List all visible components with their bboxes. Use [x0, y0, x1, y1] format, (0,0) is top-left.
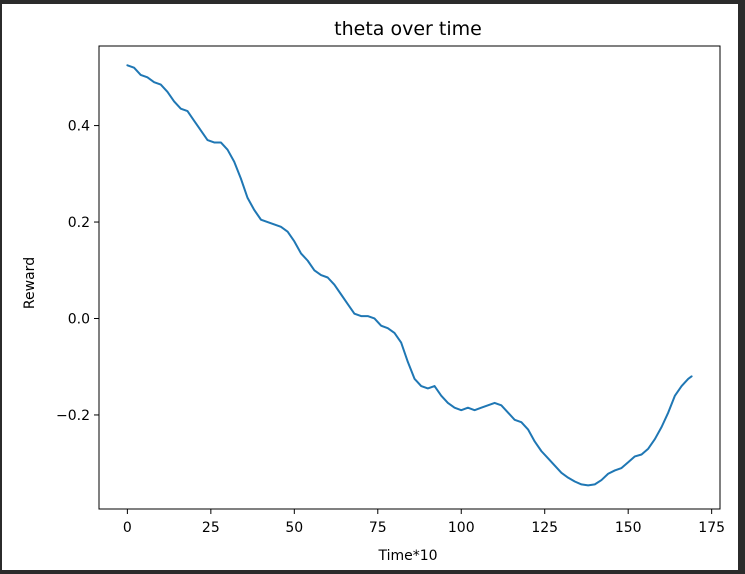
plot-frame: [98, 45, 721, 510]
plot-area: [98, 45, 721, 510]
figure: theta over time 0 25 50 75 100 125 150 175 −0.2…: [2, 4, 738, 570]
chart-title: theta over time: [334, 18, 482, 40]
line-chart: theta over time 0 25 50 75 100 125 150 175 −0.2…: [22, 18, 725, 564]
y-tick-label: 0.0: [68, 311, 90, 327]
y-axis: −0.2 0.0 0.2 0.4: [56, 119, 99, 424]
y-tick-label: 0.4: [68, 119, 90, 135]
y-tick-label: 0.2: [68, 215, 90, 231]
x-tick-label: 25: [202, 520, 220, 536]
x-tick-label: 100: [448, 520, 475, 536]
x-tick-label: 125: [531, 520, 558, 536]
y-tick-label: −0.2: [56, 408, 90, 424]
x-tick-label: 0: [123, 520, 132, 536]
x-axis: 0 25 50 75 100 125 150 175: [123, 509, 725, 536]
series-line-0: [126, 64, 693, 487]
y-axis-label: Reward: [22, 257, 38, 309]
x-tick-label: 75: [369, 520, 387, 536]
x-tick-label: 150: [615, 520, 642, 536]
x-tick-label: 50: [285, 520, 303, 536]
x-tick-label: 175: [698, 520, 725, 536]
x-axis-label: Time*10: [377, 548, 437, 564]
